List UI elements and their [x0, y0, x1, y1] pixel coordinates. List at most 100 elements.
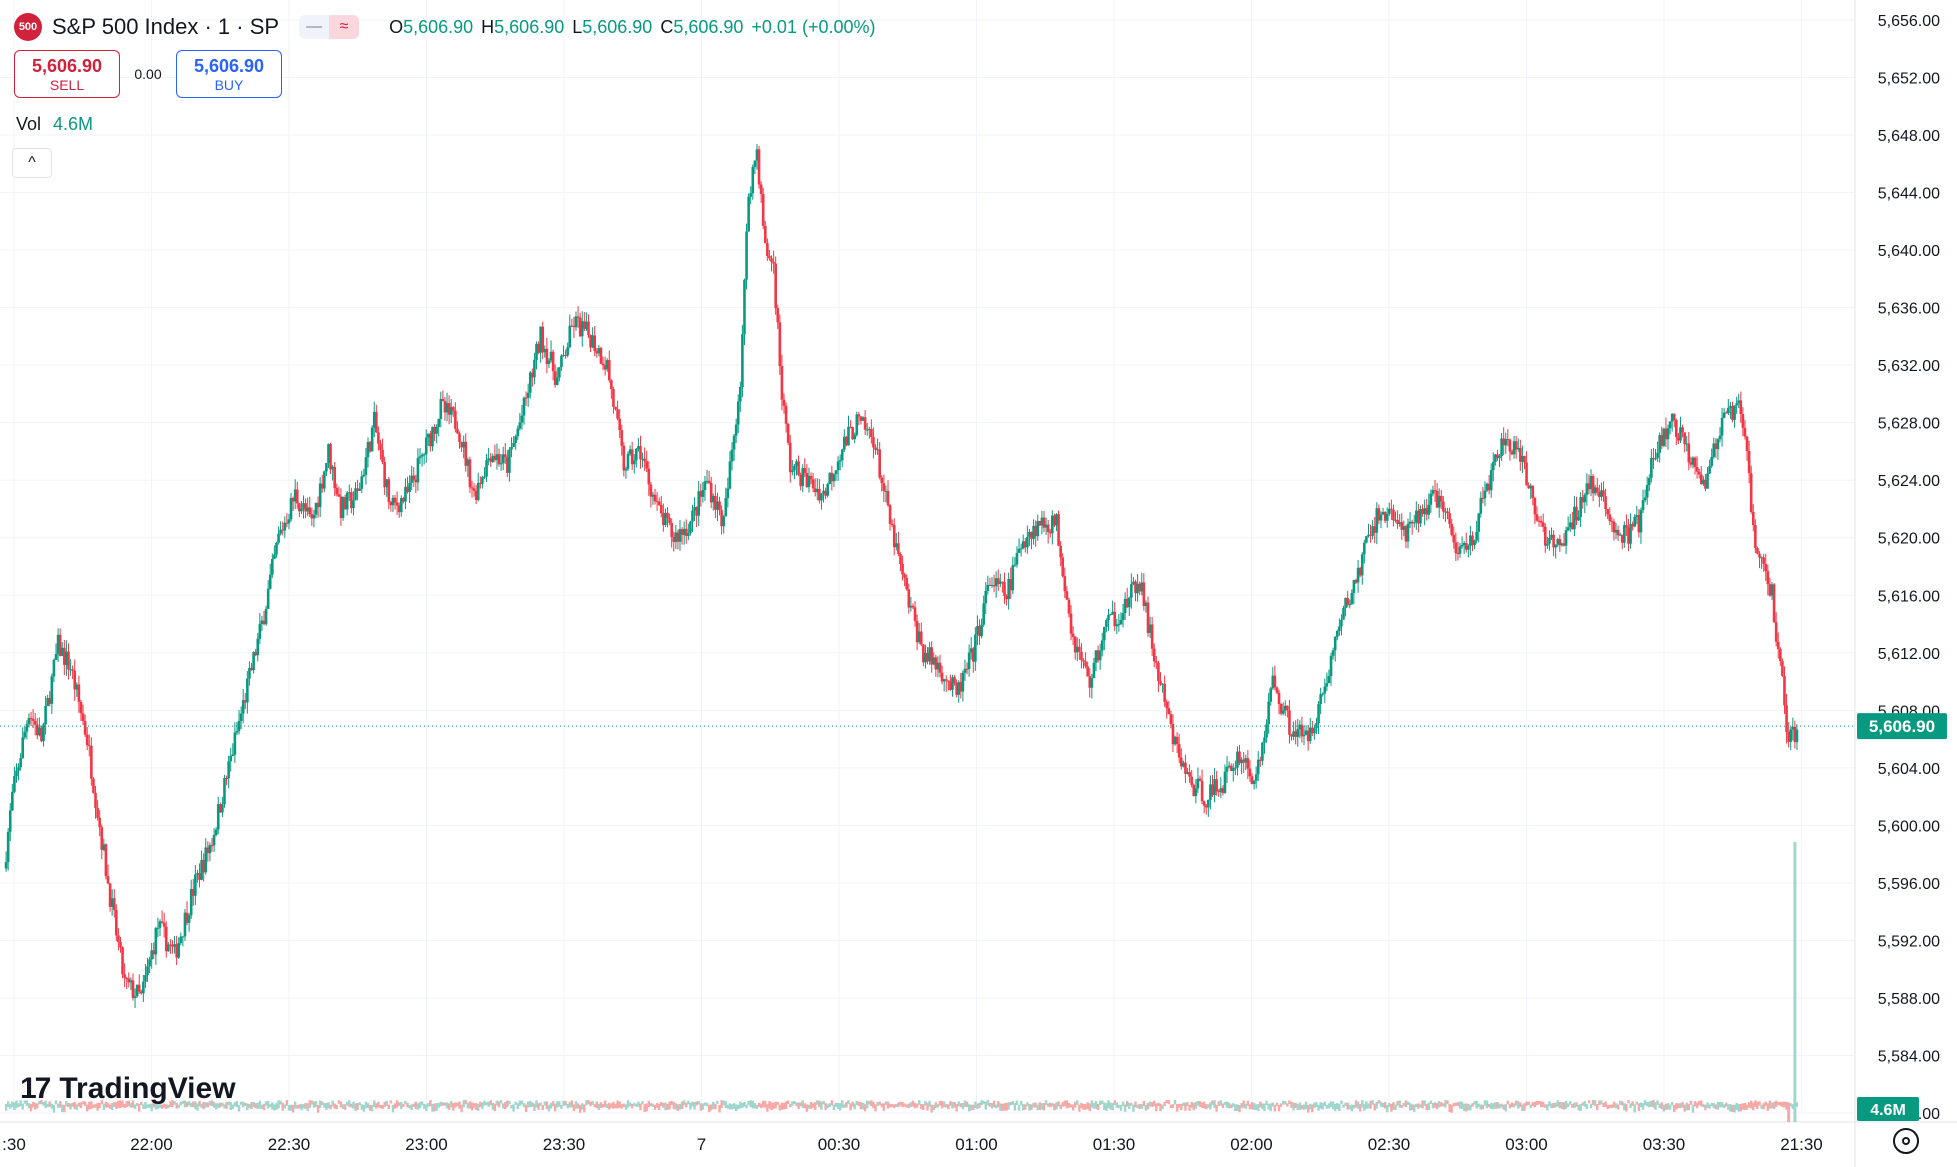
volume-bar	[1115, 1102, 1118, 1108]
volume-bar	[425, 1104, 428, 1111]
candle-body	[607, 360, 611, 381]
candle-body	[1096, 650, 1100, 661]
volume-bar	[144, 1102, 147, 1109]
candle-body	[1618, 534, 1622, 536]
volume-bar	[545, 1101, 549, 1110]
gear-icon[interactable]	[1893, 1128, 1919, 1154]
candle-body	[1595, 487, 1599, 493]
candle-body	[895, 543, 898, 548]
tradingview-logo[interactable]: 17 TradingView	[20, 1072, 236, 1106]
candle-body	[938, 662, 942, 673]
volume-bar	[1681, 1101, 1684, 1108]
volume-bar	[306, 1103, 309, 1112]
candle-body	[1171, 724, 1175, 745]
candle-body	[936, 662, 940, 670]
candle-body	[551, 351, 555, 372]
volume-bar	[427, 1102, 430, 1107]
volume-bar	[581, 1103, 584, 1110]
candle-body	[1543, 526, 1547, 546]
volume-bar	[1263, 1103, 1266, 1112]
volume-bar	[289, 1104, 293, 1111]
volume-bar	[300, 1103, 303, 1111]
candle-body	[375, 411, 378, 433]
volume-bar	[246, 1103, 249, 1111]
volume-bar	[1546, 1104, 1549, 1111]
candle-body	[947, 680, 950, 682]
candle-body	[191, 889, 195, 896]
candle-body	[341, 497, 345, 518]
candle-body	[626, 453, 630, 469]
volume-bar	[1789, 1103, 1792, 1107]
chevron-up-icon[interactable]: ^	[12, 148, 52, 178]
volume-bar	[838, 1103, 842, 1111]
volume-bar	[737, 1104, 740, 1110]
gear-center	[1902, 1137, 1910, 1145]
candle-body	[1327, 676, 1331, 684]
sell-button[interactable]: 5,606.90 SELL	[14, 50, 120, 98]
volume-bar	[1209, 1102, 1212, 1110]
candle-body	[31, 718, 35, 721]
candle-body	[1481, 497, 1485, 499]
candle-body	[874, 447, 877, 450]
candle-body	[662, 513, 665, 525]
volume-bar	[206, 1102, 210, 1108]
candle-body	[1456, 553, 1460, 555]
volume-bar	[770, 1102, 773, 1111]
candle-body	[451, 407, 455, 411]
volume-bar	[1361, 1100, 1364, 1108]
volume-bar	[1279, 1103, 1283, 1107]
candle-body	[1747, 450, 1751, 474]
candle-body	[331, 466, 334, 470]
candle-body	[1749, 473, 1753, 512]
volume-bar	[1273, 1104, 1277, 1112]
candle-body	[42, 724, 45, 742]
volume-bar	[364, 1101, 368, 1109]
candle-body	[1148, 624, 1152, 633]
volume-bar	[1236, 1104, 1239, 1111]
y-tick-label: 5,644.00	[1878, 186, 1940, 203]
volume-bar	[899, 1101, 902, 1106]
volume-bar	[1487, 1104, 1491, 1108]
candle-body	[1252, 780, 1256, 785]
volume-bar	[1650, 1100, 1653, 1107]
candle-body	[1396, 519, 1399, 525]
candle-body	[1003, 582, 1006, 596]
volume-bar	[179, 1101, 182, 1106]
candle-body	[397, 505, 401, 513]
volume-bar	[400, 1101, 403, 1110]
buy-button[interactable]: 5,606.90 BUY	[176, 50, 282, 98]
candle-body	[146, 966, 149, 976]
candle-body	[778, 322, 782, 367]
volume-bar	[678, 1103, 682, 1110]
volume-bar	[1519, 1102, 1522, 1108]
candle-body	[196, 873, 199, 875]
candle-body	[876, 449, 879, 451]
minus-icon[interactable]: —	[299, 15, 330, 39]
volume-bar	[1525, 1101, 1528, 1106]
wave-icon[interactable]: ≈	[329, 15, 360, 39]
candle-body	[1652, 457, 1655, 460]
volume-bar	[1571, 1103, 1574, 1108]
candle-body	[1471, 535, 1474, 546]
candle-body	[312, 514, 316, 519]
volume-bar	[1508, 1104, 1512, 1109]
volume-bar	[807, 1104, 811, 1109]
volume-bar	[836, 1103, 840, 1110]
volume-bar	[1084, 1104, 1087, 1110]
volume-bar	[699, 1103, 702, 1111]
volume-bar	[27, 1103, 31, 1109]
volume-bar	[1003, 1103, 1006, 1111]
candle-body	[385, 479, 389, 488]
volume-bar	[1340, 1100, 1343, 1105]
volume-bar	[131, 1100, 135, 1108]
volume-bar	[38, 1100, 41, 1105]
symbol-title[interactable]: S&P 500 Index · 1 · SP	[52, 14, 280, 39]
volume-bar	[316, 1104, 320, 1113]
volume-bar	[1398, 1100, 1401, 1108]
volume-bar	[13, 1102, 16, 1111]
candle-body	[770, 258, 773, 262]
volume-bar	[1277, 1104, 1281, 1112]
volume-bar	[524, 1104, 528, 1112]
volume-bar	[1238, 1104, 1241, 1113]
